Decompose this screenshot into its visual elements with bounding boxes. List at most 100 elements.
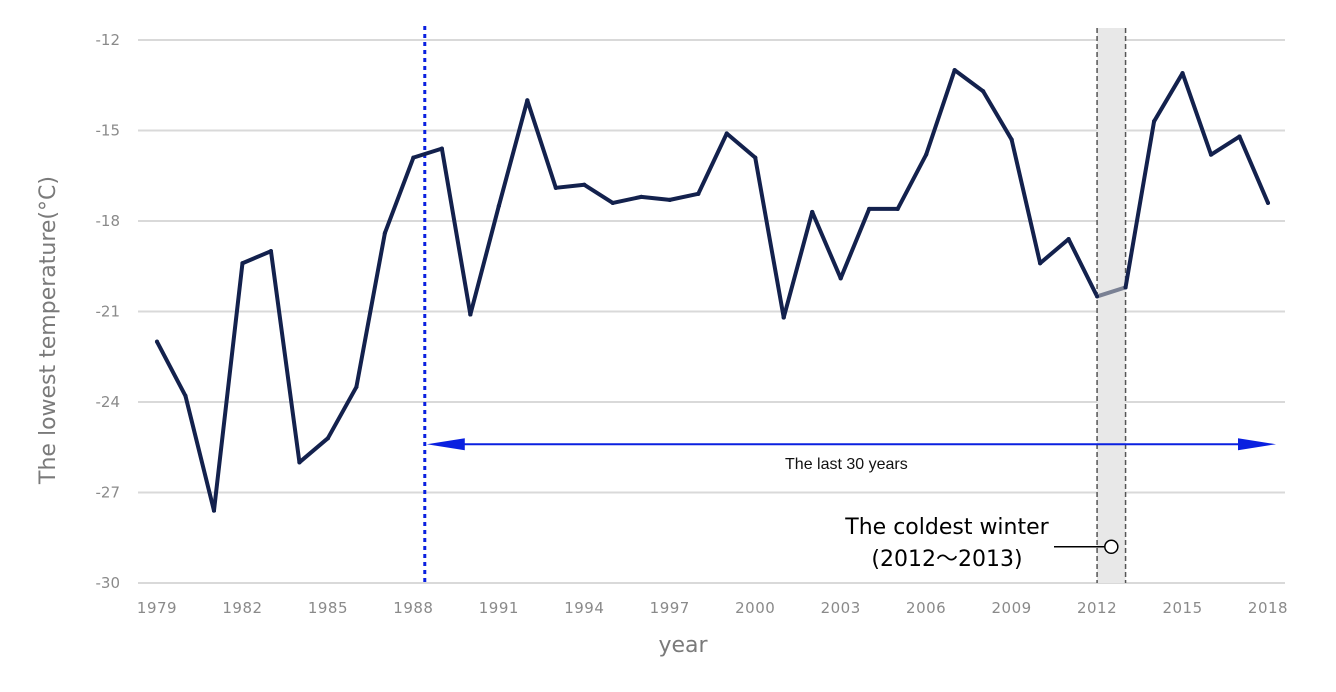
data-point [667,197,672,202]
y-tick-label: -15 [96,122,121,140]
series-segment [439,146,473,317]
y-tick-label: -24 [96,393,121,411]
data-point [155,339,159,344]
series-segment [211,261,245,513]
series-segment [753,155,786,320]
data-point [325,436,330,441]
series-segment [354,231,387,389]
y-tick-labels: -12 -15 -18 -21 -24 -27 -30 [96,31,121,592]
x-tick-label: 2006 [906,599,946,617]
series-segment [781,209,815,320]
y-tick-label: -27 [96,484,121,502]
series-segment [1038,237,1071,266]
data-point [211,508,216,513]
data-point [354,384,359,389]
y-tick-label: -12 [96,31,121,49]
series-segment [924,68,957,157]
series-segment [952,68,986,94]
series-segment [696,131,729,196]
data-point [525,98,530,103]
series-segment [1209,134,1242,157]
series-segment [582,182,615,205]
series-segment [268,249,302,465]
series-lowest-temperature [155,68,1270,513]
data-point [582,182,587,187]
x-tick-label: 2015 [1162,599,1202,617]
series-segment [553,182,587,190]
data-point [1123,285,1128,290]
x-tick-label: 1982 [222,599,262,617]
data-point [696,191,701,196]
x-tick-label: 1979 [137,599,177,617]
arrow-head-right [1238,438,1276,451]
data-point [981,89,986,94]
series-segment [382,155,416,236]
data-point [1095,294,1100,299]
data-point [553,185,558,190]
series-segment [1237,134,1270,205]
x-tick-label: 2000 [735,599,775,617]
series-segment [411,146,444,160]
last-30-years-arrow [426,438,1276,451]
series-segment [838,206,872,281]
x-tick-label: 1985 [308,599,348,617]
x-tick-label: 2012 [1077,599,1117,617]
series-segment [183,393,216,513]
data-point [1038,261,1043,266]
x-tick-label: 2009 [992,599,1032,617]
series-segment [724,131,758,160]
data-point [810,209,815,214]
data-point [867,206,872,211]
data-point [382,231,387,236]
data-point [496,203,501,208]
data-point [838,276,843,281]
x-tick-label: 1994 [564,599,604,617]
data-point [1066,237,1071,242]
series-segment [810,209,843,281]
data-point [724,131,729,136]
x-tick-label: 1991 [479,599,519,617]
data-point [268,249,273,254]
x-tick-label: 2003 [821,599,861,617]
y-tick-label: -18 [96,212,121,230]
series-segment [1123,119,1157,290]
series-segment [895,152,929,211]
data-point [1209,152,1214,157]
data-point [610,200,615,205]
series-segment [297,436,330,465]
series-segment [496,98,530,208]
last-30-years-label: The last 30 years [785,456,908,473]
series-segment [240,249,273,266]
x-tick-label: 1988 [393,599,433,617]
coldest-winter-callout: The coldest winter (2012～2013) [844,515,1119,572]
x-tick-label: 1997 [650,599,690,617]
x-axis-title: year [658,633,708,658]
data-point [439,146,444,151]
y-axis-title: The lowest temperature(°C) [36,176,61,485]
arrow-head-left [426,438,465,451]
series-segment [667,191,701,202]
coldest-winter-title: The coldest winter [844,515,1049,540]
series-segment [981,89,1014,142]
grid-lines [138,39,1285,584]
data-point [753,155,758,160]
data-point [924,152,929,157]
data-point [240,261,245,266]
series-segment [639,194,672,202]
data-point [1266,200,1270,205]
coldest-winter-marker [1104,539,1119,555]
coldest-winter-years: (2012～2013) [871,547,1022,572]
series-segment [610,194,644,205]
y-tick-label: -21 [96,303,121,321]
data-point [297,460,302,465]
data-point [411,155,416,160]
series-segment [1066,237,1100,299]
data-point [1237,134,1242,139]
series-segment [1152,71,1185,124]
data-point [1180,71,1185,76]
data-point [1152,119,1157,124]
data-point [781,315,786,320]
data-point [952,68,957,73]
coldest-winter-band [1097,28,1126,583]
